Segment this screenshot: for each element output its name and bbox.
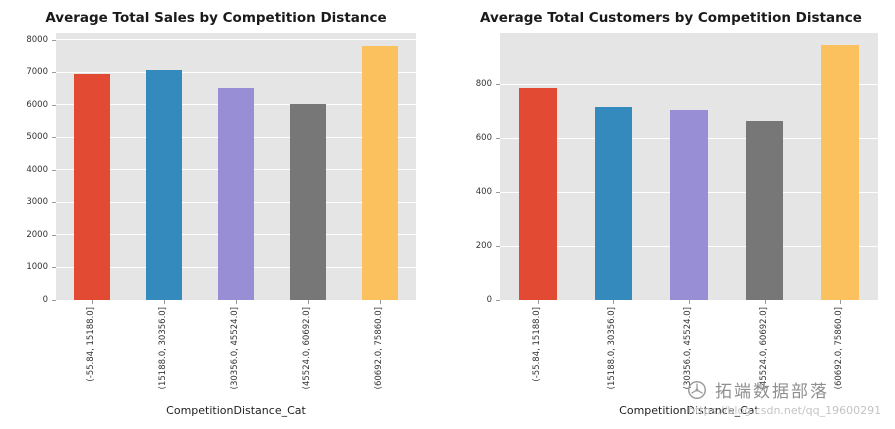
y-tick-label: 1000: [26, 262, 48, 273]
x-tick-mark: [164, 300, 165, 304]
bar-3: [670, 109, 708, 300]
watermark-url-text: https://blog.csdn.net/qq_19600291: [688, 404, 882, 417]
bar-4: [745, 120, 784, 300]
x-axis-label: CompetitionDistance_Cat: [619, 404, 759, 417]
x-tick-mark: [537, 300, 539, 304]
chart-title: Average Total Customers by Competition D…: [480, 10, 862, 26]
bar-1: [518, 88, 557, 300]
y-tick-mark: [496, 84, 500, 86]
x-tick-mark: [840, 300, 842, 304]
bar-3: [218, 88, 254, 300]
y-tick-label: 5000: [26, 132, 48, 143]
y-tick-mark: [52, 267, 56, 269]
bar-5: [362, 46, 398, 300]
x-tick-label: (45524.0, 60692.0]: [302, 307, 312, 390]
x-tick-mark: [689, 300, 690, 304]
bar-2: [594, 107, 633, 300]
y-tick-mark: [52, 72, 56, 74]
chart-title: Average Total Sales by Competition Dista…: [45, 10, 387, 26]
y-tick-label: 400: [475, 187, 492, 198]
y-tick-mark: [52, 137, 56, 139]
brand-logo-icon: [686, 379, 708, 401]
y-tick-mark: [496, 246, 500, 248]
gridline: [500, 83, 878, 85]
y-tick-mark: [52, 202, 56, 204]
sales-bar-chart: Average Total Sales by Competition Dista…: [26, 10, 416, 417]
watermark: 拓端数据部落 https://blog.csdn.net/qq_19600291: [686, 377, 894, 417]
y-tick-label: 0: [42, 295, 48, 305]
y-tick-mark: [496, 300, 500, 301]
x-tick-label: (15188.0, 30356.0]: [158, 307, 168, 390]
y-tick-mark: [496, 138, 500, 140]
x-tick-mark: [236, 300, 237, 304]
bar-1: [74, 73, 110, 300]
x-tick-mark: [764, 300, 766, 304]
bar-4: [290, 103, 326, 300]
y-tick-mark: [52, 169, 56, 171]
y-tick-mark: [52, 104, 56, 106]
y-tick-label: 4000: [26, 164, 48, 175]
x-tick-mark: [380, 300, 381, 304]
y-tick-label: 8000: [26, 34, 48, 45]
y-tick-label: 600: [475, 133, 492, 144]
y-tick-label: 2000: [26, 229, 48, 240]
y-tick-mark: [52, 234, 56, 236]
customers-bar-chart: Average Total Customers by Competition D…: [448, 0, 895, 429]
x-tick-label: (-55.84, 15188.0]: [86, 307, 96, 382]
x-tick-mark: [613, 300, 615, 304]
x-axis-label: CompetitionDistance_Cat: [166, 404, 306, 417]
y-tick-mark: [52, 300, 56, 301]
x-tick-label: (-55.84, 15188.0]: [531, 307, 542, 382]
y-tick-mark: [496, 192, 500, 194]
y-tick-label: 0: [486, 295, 492, 305]
x-tick-mark: [308, 300, 309, 304]
plot-area: [500, 33, 878, 301]
x-tick-label: (15188.0, 30356.0]: [607, 307, 618, 390]
plot-area: [56, 33, 416, 301]
gridline: [56, 71, 416, 73]
y-tick-label: 800: [475, 79, 492, 90]
gridline: [56, 39, 416, 40]
y-tick-mark: [52, 39, 56, 41]
y-tick-label: 7000: [26, 67, 48, 78]
bar-5: [821, 45, 860, 300]
watermark-brand-text: 拓端数据部落: [715, 382, 829, 402]
y-tick-label: 200: [475, 241, 492, 252]
x-tick-label: (30356.0, 45524.0]: [230, 307, 240, 390]
x-tick-label: (60692.0, 75860.0]: [374, 307, 384, 390]
bar-2: [146, 70, 182, 300]
x-tick-mark: [92, 300, 93, 304]
y-tick-label: 3000: [26, 197, 48, 208]
y-tick-label: 6000: [26, 99, 48, 110]
